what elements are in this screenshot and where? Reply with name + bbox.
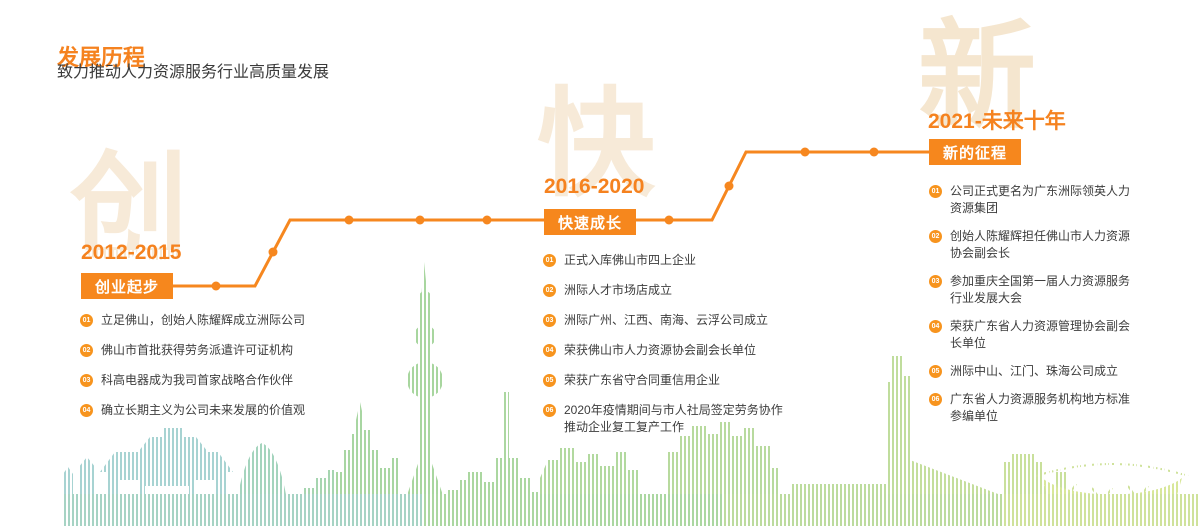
milestone-item: 02 创始人陈耀辉担任佛山市人力资源协会副会长 bbox=[929, 228, 1143, 262]
era2-milestone-list: 01 正式入库佛山市四上企业 02 洲际人才市场店成立 03 洲际广州、江西、南… bbox=[543, 252, 791, 449]
milestone-text: 公司正式更名为广东洲际领英人力资源集团 bbox=[950, 184, 1131, 215]
milestone-item: 06 2020年疫情期间与市人社局签定劳务协作推动企业复工复产工作 bbox=[543, 402, 791, 436]
milestone-item: 04 荣获佛山市人力资源协会副会长单位 bbox=[543, 342, 791, 359]
milestone-text: 立足佛山，创始人陈耀辉成立洲际公司 bbox=[101, 313, 306, 327]
milestone-number-badge: 04 bbox=[929, 320, 942, 333]
milestone-item: 03 洲际广州、江西、南海、云浮公司成立 bbox=[543, 312, 791, 329]
milestone-number-badge: 01 bbox=[543, 254, 556, 267]
milestone-text: 正式入库佛山市四上企业 bbox=[564, 253, 697, 267]
milestone-text: 2020年疫情期间与市人社局签定劳务协作推动企业复工复产工作 bbox=[564, 403, 783, 434]
milestone-number-badge: 06 bbox=[929, 393, 942, 406]
milestone-number-badge: 04 bbox=[543, 344, 556, 357]
milestone-text: 科高电器成为我司首家战略合作伙伴 bbox=[101, 373, 294, 387]
milestone-item: 04 荣获广东省人力资源管理协会副会长单位 bbox=[929, 318, 1143, 352]
watermark-chuang: 创 bbox=[70, 143, 189, 275]
era1-badge: 创业起步 bbox=[81, 273, 174, 299]
milestone-number-badge: 06 bbox=[543, 404, 556, 417]
milestone-item: 02 洲际人才市场店成立 bbox=[543, 282, 791, 299]
milestone-text: 创始人陈耀辉担任佛山市人力资源协会副会长 bbox=[950, 229, 1131, 260]
milestone-number-badge: 02 bbox=[80, 344, 93, 357]
timeline-node bbox=[724, 181, 734, 191]
era3-badge: 新的征程 bbox=[929, 139, 1022, 165]
milestone-text: 洲际人才市场店成立 bbox=[564, 283, 673, 297]
milestone-text: 广东省人力资源服务机构地方标准参编单位 bbox=[950, 392, 1131, 423]
milestone-item: 01 立足佛山，创始人陈耀辉成立洲际公司 bbox=[80, 312, 366, 329]
milestone-text: 荣获广东省人力资源管理协会副会长单位 bbox=[950, 319, 1131, 350]
milestone-number-badge: 03 bbox=[929, 275, 942, 288]
milestone-text: 洲际中山、江门、珠海公司成立 bbox=[950, 364, 1119, 378]
era1-milestone-list: 01 立足佛山，创始人陈耀辉成立洲际公司 02 佛山市首批获得劳务派遣许可证机构… bbox=[80, 312, 366, 432]
era1-period-title: 2012-2015 bbox=[81, 241, 182, 264]
milestone-item: 05 荣获广东省守合同重信用企业 bbox=[543, 372, 791, 389]
milestone-number-badge: 02 bbox=[929, 230, 942, 243]
timeline-node bbox=[344, 215, 354, 225]
milestone-item: 01 正式入库佛山市四上企业 bbox=[543, 252, 791, 269]
timeline-node bbox=[800, 147, 810, 157]
milestone-number-badge: 05 bbox=[929, 365, 942, 378]
era3-milestone-list: 01 公司正式更名为广东洲际领英人力资源集团 02 创始人陈耀辉担任佛山市人力资… bbox=[929, 183, 1143, 436]
page-subtitle: 致力推动人力资源服务行业高质量发展 bbox=[57, 64, 330, 81]
milestone-item: 06 广东省人力资源服务机构地方标准参编单位 bbox=[929, 391, 1143, 425]
milestone-text: 荣获广东省守合同重信用企业 bbox=[564, 373, 721, 387]
milestone-number-badge: 03 bbox=[543, 314, 556, 327]
timeline-node bbox=[211, 281, 221, 291]
milestone-text: 参加重庆全国第一届人力资源服务行业发展大会 bbox=[950, 274, 1131, 305]
milestone-number-badge: 03 bbox=[80, 374, 93, 387]
milestone-item: 01 公司正式更名为广东洲际领英人力资源集团 bbox=[929, 183, 1143, 217]
milestone-item: 03 参加重庆全国第一届人力资源服务行业发展大会 bbox=[929, 273, 1143, 307]
timeline-node bbox=[415, 215, 425, 225]
milestone-text: 洲际广州、江西、南海、云浮公司成立 bbox=[564, 313, 769, 327]
milestone-number-badge: 04 bbox=[80, 404, 93, 417]
milestone-text: 佛山市首批获得劳务派遣许可证机构 bbox=[101, 343, 294, 357]
timeline-node bbox=[869, 147, 879, 157]
milestone-item: 04 确立长期主义为公司未来发展的价值观 bbox=[80, 402, 366, 419]
era2-badge: 快速成长 bbox=[544, 209, 637, 235]
milestone-item: 03 科高电器成为我司首家战略合作伙伴 bbox=[80, 372, 366, 389]
milestone-item: 05 洲际中山、江门、珠海公司成立 bbox=[929, 363, 1143, 380]
milestone-item: 02 佛山市首批获得劳务派遣许可证机构 bbox=[80, 342, 366, 359]
era2-period-title: 2016-2020 bbox=[544, 175, 645, 198]
timeline-node bbox=[268, 247, 278, 257]
milestone-number-badge: 02 bbox=[543, 284, 556, 297]
milestone-number-badge: 01 bbox=[80, 314, 93, 327]
milestone-text: 荣获佛山市人力资源协会副会长单位 bbox=[564, 343, 757, 357]
era3-period-title: 2021-未来十年 bbox=[928, 110, 1066, 133]
page-title: 发展历程 bbox=[57, 44, 146, 70]
watermark-kuai: 快 bbox=[537, 79, 656, 211]
watermark-xin: 新 bbox=[918, 11, 1037, 143]
milestone-number-badge: 05 bbox=[543, 374, 556, 387]
milestone-number-badge: 01 bbox=[929, 185, 942, 198]
timeline-node bbox=[482, 215, 492, 225]
timeline-node bbox=[664, 215, 674, 225]
milestone-text: 确立长期主义为公司未来发展的价值观 bbox=[101, 403, 306, 417]
